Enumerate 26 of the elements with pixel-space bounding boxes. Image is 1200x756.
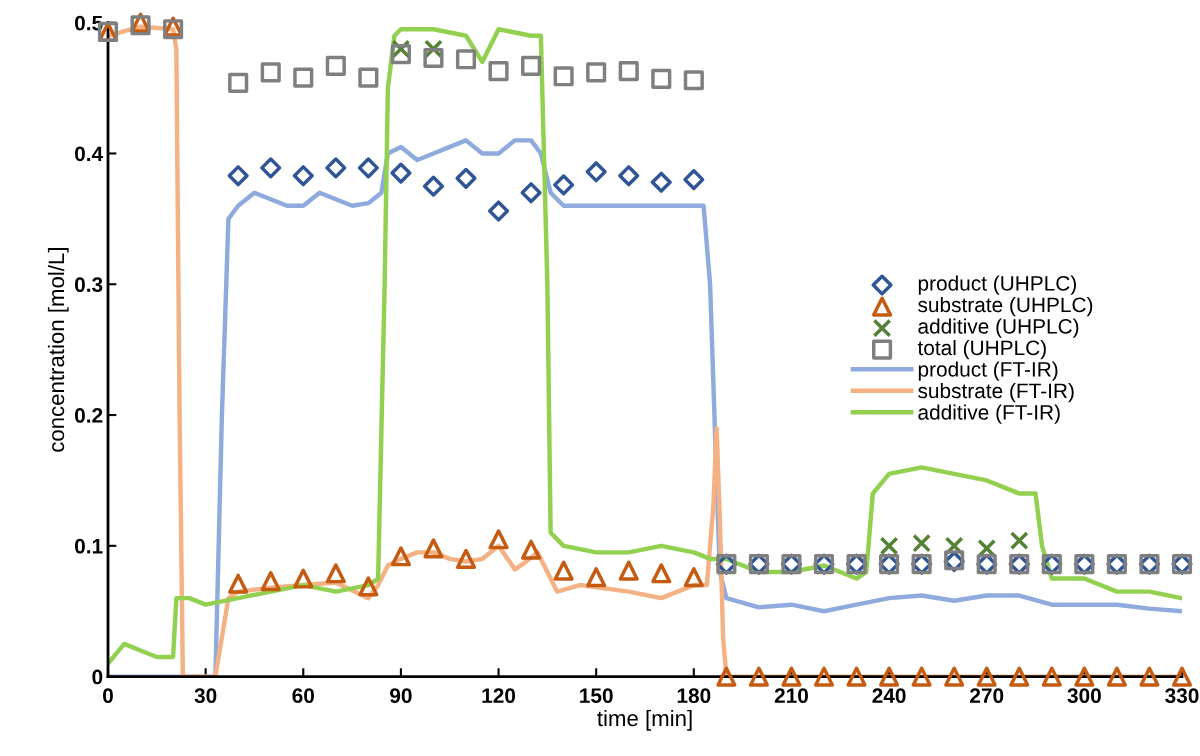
legend-label: substrate (UHPLC) xyxy=(918,296,1093,317)
x-tick-label: 180 xyxy=(677,688,711,704)
x-tick-label: 0 xyxy=(103,688,113,704)
x-tick-label: 210 xyxy=(774,688,808,704)
y-tick-label: 0.3 xyxy=(75,277,103,293)
legend-label: product (FT-IR) xyxy=(918,361,1058,381)
x-tick-label: 300 xyxy=(1067,688,1101,704)
legend-label: additive (FT-IR) xyxy=(918,404,1060,424)
x-tick-label: 330 xyxy=(1165,688,1199,704)
legend-label: substrate (FT-IR) xyxy=(918,382,1074,403)
x-tick-label: 30 xyxy=(194,688,217,704)
legend-label: total (UHPLC) xyxy=(917,339,1046,360)
x-tick-label: 240 xyxy=(872,688,906,704)
x-tick-label: 270 xyxy=(970,688,1004,704)
y-tick-label: 0.2 xyxy=(75,408,103,423)
x-tick-label: 60 xyxy=(292,688,315,704)
y-tick-label: 0.4 xyxy=(75,146,104,162)
x-tick-label: 90 xyxy=(390,688,412,704)
y-tick-label: 0.1 xyxy=(75,538,103,554)
legend-label: additive (UHPLC) xyxy=(918,318,1079,338)
x-axis-title: time [min] xyxy=(597,709,692,731)
x-tick-label: 150 xyxy=(580,688,613,704)
y-axis-title: concentration [mol/L] xyxy=(47,248,69,452)
x-tick-label: 120 xyxy=(482,688,516,704)
y-tick-label: 0 xyxy=(92,669,103,685)
legend-label: product (UHPLC) xyxy=(918,275,1076,295)
